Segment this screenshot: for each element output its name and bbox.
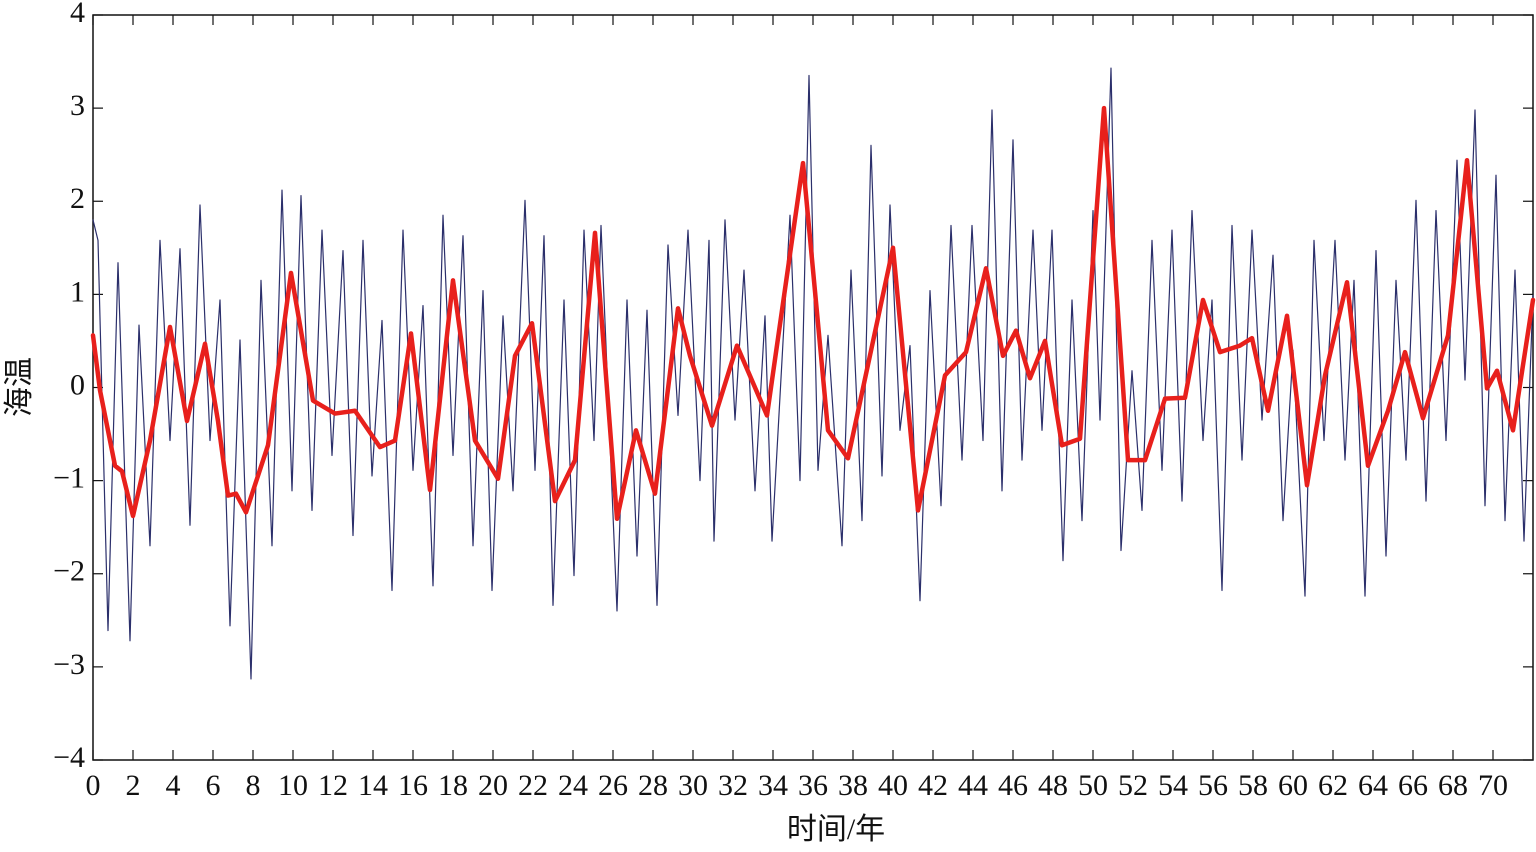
x-tick-label: 64 bbox=[1358, 769, 1388, 802]
y-tick-label: 2 bbox=[70, 182, 85, 215]
y-tick-label: 3 bbox=[70, 89, 85, 122]
y-tick-label: −3 bbox=[53, 648, 85, 681]
x-tick-label: 42 bbox=[918, 769, 948, 802]
x-tick-label: 68 bbox=[1438, 769, 1468, 802]
x-tick-label: 44 bbox=[958, 769, 988, 802]
x-tick-label: 32 bbox=[718, 769, 748, 802]
y-tick-label: 4 bbox=[70, 0, 85, 29]
x-tick-label: 30 bbox=[678, 769, 708, 802]
x-tick-label: 6 bbox=[206, 769, 221, 802]
x-tick-label: 48 bbox=[1038, 769, 1068, 802]
x-tick-label: 40 bbox=[878, 769, 908, 802]
x-tick-label: 20 bbox=[478, 769, 508, 802]
x-tick-label: 70 bbox=[1478, 769, 1508, 802]
x-tick-label: 38 bbox=[838, 769, 868, 802]
x-tick-label: 28 bbox=[638, 769, 668, 802]
x-tick-label: 10 bbox=[278, 769, 308, 802]
x-tick-label: 2 bbox=[126, 769, 141, 802]
x-tick-label: 54 bbox=[1158, 769, 1188, 802]
y-tick-label: −2 bbox=[53, 555, 85, 588]
x-tick-label: 14 bbox=[358, 769, 388, 802]
x-tick-label: 58 bbox=[1238, 769, 1268, 802]
x-tick-label: 60 bbox=[1278, 769, 1308, 802]
y-tick-label: 1 bbox=[70, 275, 85, 308]
x-tick-label: 16 bbox=[398, 769, 428, 802]
x-tick-label: 8 bbox=[246, 769, 261, 802]
y-tick-label: −4 bbox=[53, 741, 85, 774]
x-tick-label: 50 bbox=[1078, 769, 1108, 802]
x-tick-label: 66 bbox=[1398, 769, 1428, 802]
x-tick-label: 24 bbox=[558, 769, 588, 802]
x-tick-label: 34 bbox=[758, 769, 788, 802]
y-axis-label: 海温 bbox=[3, 357, 36, 417]
series-line bbox=[90, 105, 1536, 522]
x-tick-label: 12 bbox=[318, 769, 348, 802]
x-axis-label: 时间/年 bbox=[787, 813, 885, 846]
y-tick-label: 0 bbox=[70, 368, 85, 401]
x-tick-label: 4 bbox=[166, 769, 181, 802]
x-tick-label: 52 bbox=[1118, 769, 1148, 802]
x-tick-label: 36 bbox=[798, 769, 828, 802]
y-tick-label: −1 bbox=[53, 462, 85, 495]
x-tick-label: 62 bbox=[1318, 769, 1348, 802]
x-tick-label: 0 bbox=[86, 769, 101, 802]
x-tick-label: 22 bbox=[518, 769, 548, 802]
x-tick-label: 26 bbox=[598, 769, 628, 802]
x-tick-label: 18 bbox=[438, 769, 468, 802]
x-tick-label: 46 bbox=[998, 769, 1028, 802]
x-tick-label: 56 bbox=[1198, 769, 1228, 802]
